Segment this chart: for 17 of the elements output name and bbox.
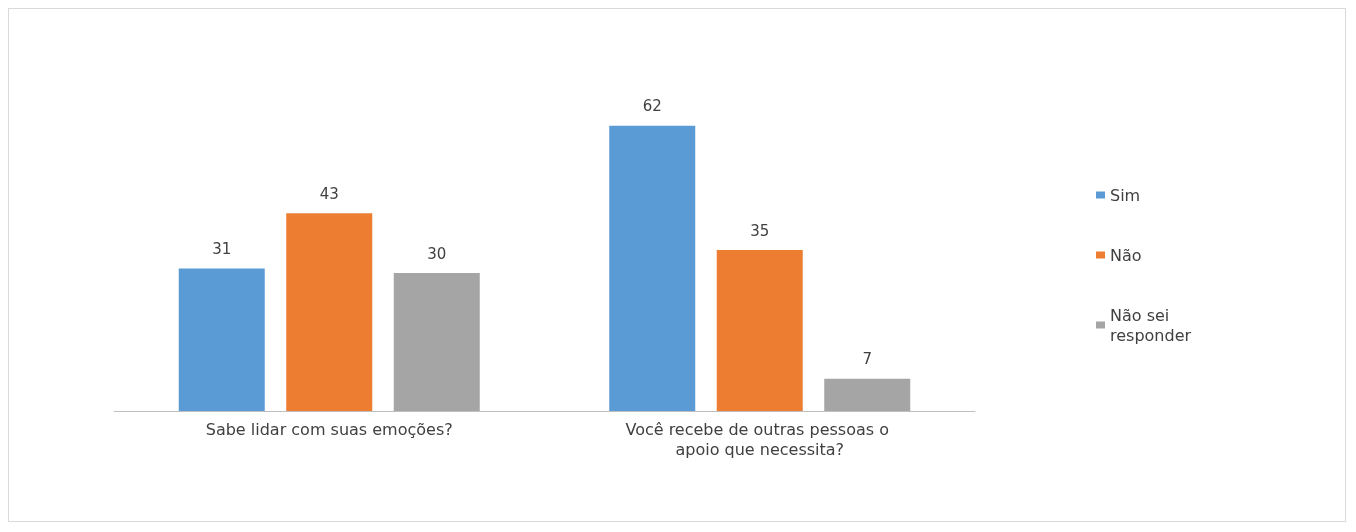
- legend-label: Não: [1110, 245, 1142, 265]
- legend-label: Não sei responder: [1110, 305, 1192, 345]
- x-tick-label: Você recebe de outras pessoas o apoio que necessita?: [625, 419, 895, 459]
- legend-label: Sim: [1110, 185, 1141, 205]
- data-label: 62: [642, 97, 662, 116]
- bar: [178, 268, 265, 411]
- data-label: 35: [750, 221, 770, 240]
- bar: [286, 213, 373, 411]
- data-label: 7: [862, 350, 873, 369]
- bar: [824, 378, 911, 411]
- x-tick-label: Sabe lidar com suas emoções?: [205, 419, 453, 439]
- data-label: 43: [319, 184, 339, 203]
- bar: [609, 125, 696, 411]
- bar: [716, 250, 803, 411]
- data-label: 31: [212, 239, 232, 258]
- data-label: 30: [427, 244, 447, 263]
- bar: [393, 273, 480, 411]
